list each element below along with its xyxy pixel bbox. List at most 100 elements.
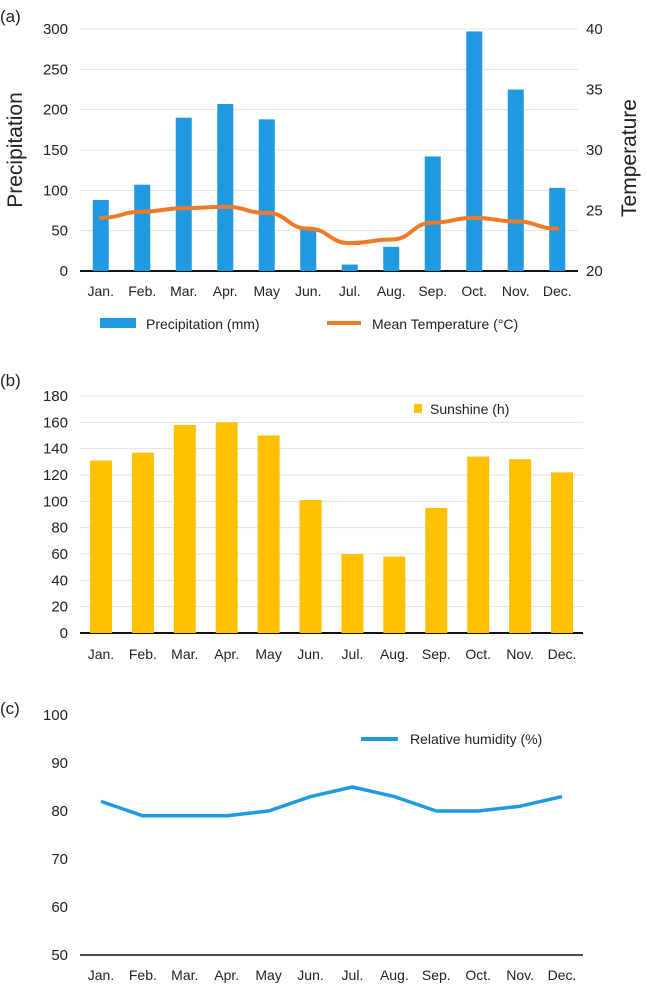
- precipitation-bar: [383, 246, 400, 271]
- x-tick-label: Aug.: [377, 283, 406, 299]
- sunshine-bar: [383, 556, 406, 633]
- precipitation-bar: [341, 264, 358, 271]
- y-tick-label: 50: [51, 223, 68, 240]
- x-tick-label: Jun.: [297, 646, 323, 662]
- x-tick-label: Apr.: [214, 646, 239, 662]
- precipitation-bar: [300, 227, 317, 271]
- y-tick-label: 80: [51, 803, 68, 820]
- y-tick-label: 180: [43, 388, 68, 405]
- x-tick-label: Oct.: [465, 646, 491, 662]
- x-tick-label: Jun.: [295, 283, 321, 299]
- x-tick-label: Mar.: [171, 967, 198, 983]
- x-tick-label: Jan.: [88, 967, 114, 983]
- y-tick-label: 20: [51, 599, 68, 616]
- x-tick-label: Dec.: [548, 967, 577, 983]
- precipitation-bar: [466, 31, 483, 272]
- y-tick-label: 200: [43, 102, 68, 119]
- x-tick-label: Oct.: [461, 283, 487, 299]
- y-tick-label: 0: [60, 625, 68, 642]
- x-tick-label: Sep.: [422, 967, 451, 983]
- y2-axis-title: Temperature: [618, 99, 641, 217]
- x-tick-label: May: [254, 283, 280, 299]
- x-tick-label: Jul.: [342, 646, 364, 662]
- panel-label: (b): [0, 371, 21, 390]
- legend-label-precipitation: Precipitation (mm): [146, 316, 260, 332]
- precipitation-bar: [134, 184, 151, 271]
- x-tick-label: Apr.: [214, 967, 239, 983]
- sunshine-bar: [215, 422, 238, 633]
- y-tick-label: 60: [51, 899, 68, 916]
- y-tick-label: 60: [51, 546, 68, 563]
- temperature-line: [98, 204, 560, 246]
- x-tick-label: Mar.: [171, 646, 198, 662]
- x-tick-label: Jan.: [88, 646, 114, 662]
- x-tick-label: Aug.: [380, 646, 409, 662]
- x-tick-label: Oct.: [465, 967, 491, 983]
- sunshine-bar: [509, 459, 532, 633]
- legend-label-sunshine: Sunshine (h): [430, 401, 509, 417]
- y-tick-label: 300: [43, 21, 68, 38]
- y-tick-label: 150: [43, 142, 68, 159]
- precipitation-bar: [92, 200, 109, 271]
- y-tick-label: 160: [43, 414, 68, 431]
- sunshine-bar: [257, 435, 280, 633]
- x-tick-label: Sep.: [422, 646, 451, 662]
- y-tick-label: 100: [43, 493, 68, 510]
- y-tick-label: 70: [51, 851, 68, 868]
- x-tick-label: Feb.: [129, 646, 157, 662]
- y-tick-label: 90: [51, 755, 68, 772]
- precipitation-bar: [217, 104, 234, 272]
- x-tick-label: Jul.: [342, 967, 364, 983]
- humidity-line: [100, 785, 563, 818]
- y2-tick-label: 25: [586, 203, 603, 220]
- sunshine-bar: [89, 460, 112, 633]
- x-tick-label: Feb.: [129, 967, 157, 983]
- x-tick-label: Dec.: [543, 283, 572, 299]
- x-tick-label: May: [255, 967, 281, 983]
- y-tick-label: 50: [51, 947, 68, 964]
- x-tick-label: Jan.: [88, 283, 114, 299]
- x-tick-label: Feb.: [128, 283, 156, 299]
- x-tick-label: Mar.: [170, 283, 197, 299]
- y-tick-label: 100: [43, 707, 68, 724]
- y-tick-label: 140: [43, 441, 68, 458]
- sunshine-bar: [425, 507, 448, 633]
- x-tick-label: Apr.: [213, 283, 238, 299]
- x-tick-label: May: [255, 646, 281, 662]
- x-tick-label: Nov.: [502, 283, 530, 299]
- y-tick-label: 0: [60, 263, 68, 280]
- sunshine-bar: [299, 500, 322, 633]
- sunshine-bar: [173, 424, 196, 633]
- y2-tick-label: 30: [586, 142, 603, 159]
- x-tick-label: Dec.: [548, 646, 577, 662]
- y-tick-label: 100: [43, 182, 68, 199]
- panel-label: (c): [0, 699, 20, 718]
- y-tick-label: 250: [43, 61, 68, 78]
- y-tick-label: 120: [43, 467, 68, 484]
- y2-tick-label: 40: [586, 21, 603, 38]
- legend-swatch-sunshine: [414, 404, 422, 413]
- x-tick-label: Jul.: [339, 283, 361, 299]
- x-tick-label: Nov.: [506, 646, 534, 662]
- y-tick-label: 80: [51, 520, 68, 537]
- precipitation-bar: [258, 119, 275, 271]
- sunshine-bar: [551, 472, 574, 633]
- sunshine-bar: [467, 456, 490, 633]
- precipitation-bar: [424, 156, 441, 271]
- legend-swatch-precipitation: [100, 318, 136, 328]
- y2-tick-label: 35: [586, 82, 603, 99]
- sunshine-bar: [341, 554, 364, 633]
- y-tick-label: 40: [51, 572, 68, 589]
- legend-label-temperature: Mean Temperature (°C): [372, 316, 518, 332]
- y-axis-title: Precipitation: [4, 92, 27, 208]
- x-tick-label: Aug.: [380, 967, 409, 983]
- x-tick-label: Jun.: [297, 967, 323, 983]
- precipitation-bar: [507, 89, 524, 271]
- y2-tick-label: 20: [586, 263, 603, 280]
- legend-label-humidity: Relative humidity (%): [410, 731, 542, 747]
- x-tick-label: Nov.: [506, 967, 534, 983]
- x-tick-label: Sep.: [418, 283, 447, 299]
- sunshine-bar: [131, 452, 154, 633]
- panel-label: (a): [0, 7, 21, 26]
